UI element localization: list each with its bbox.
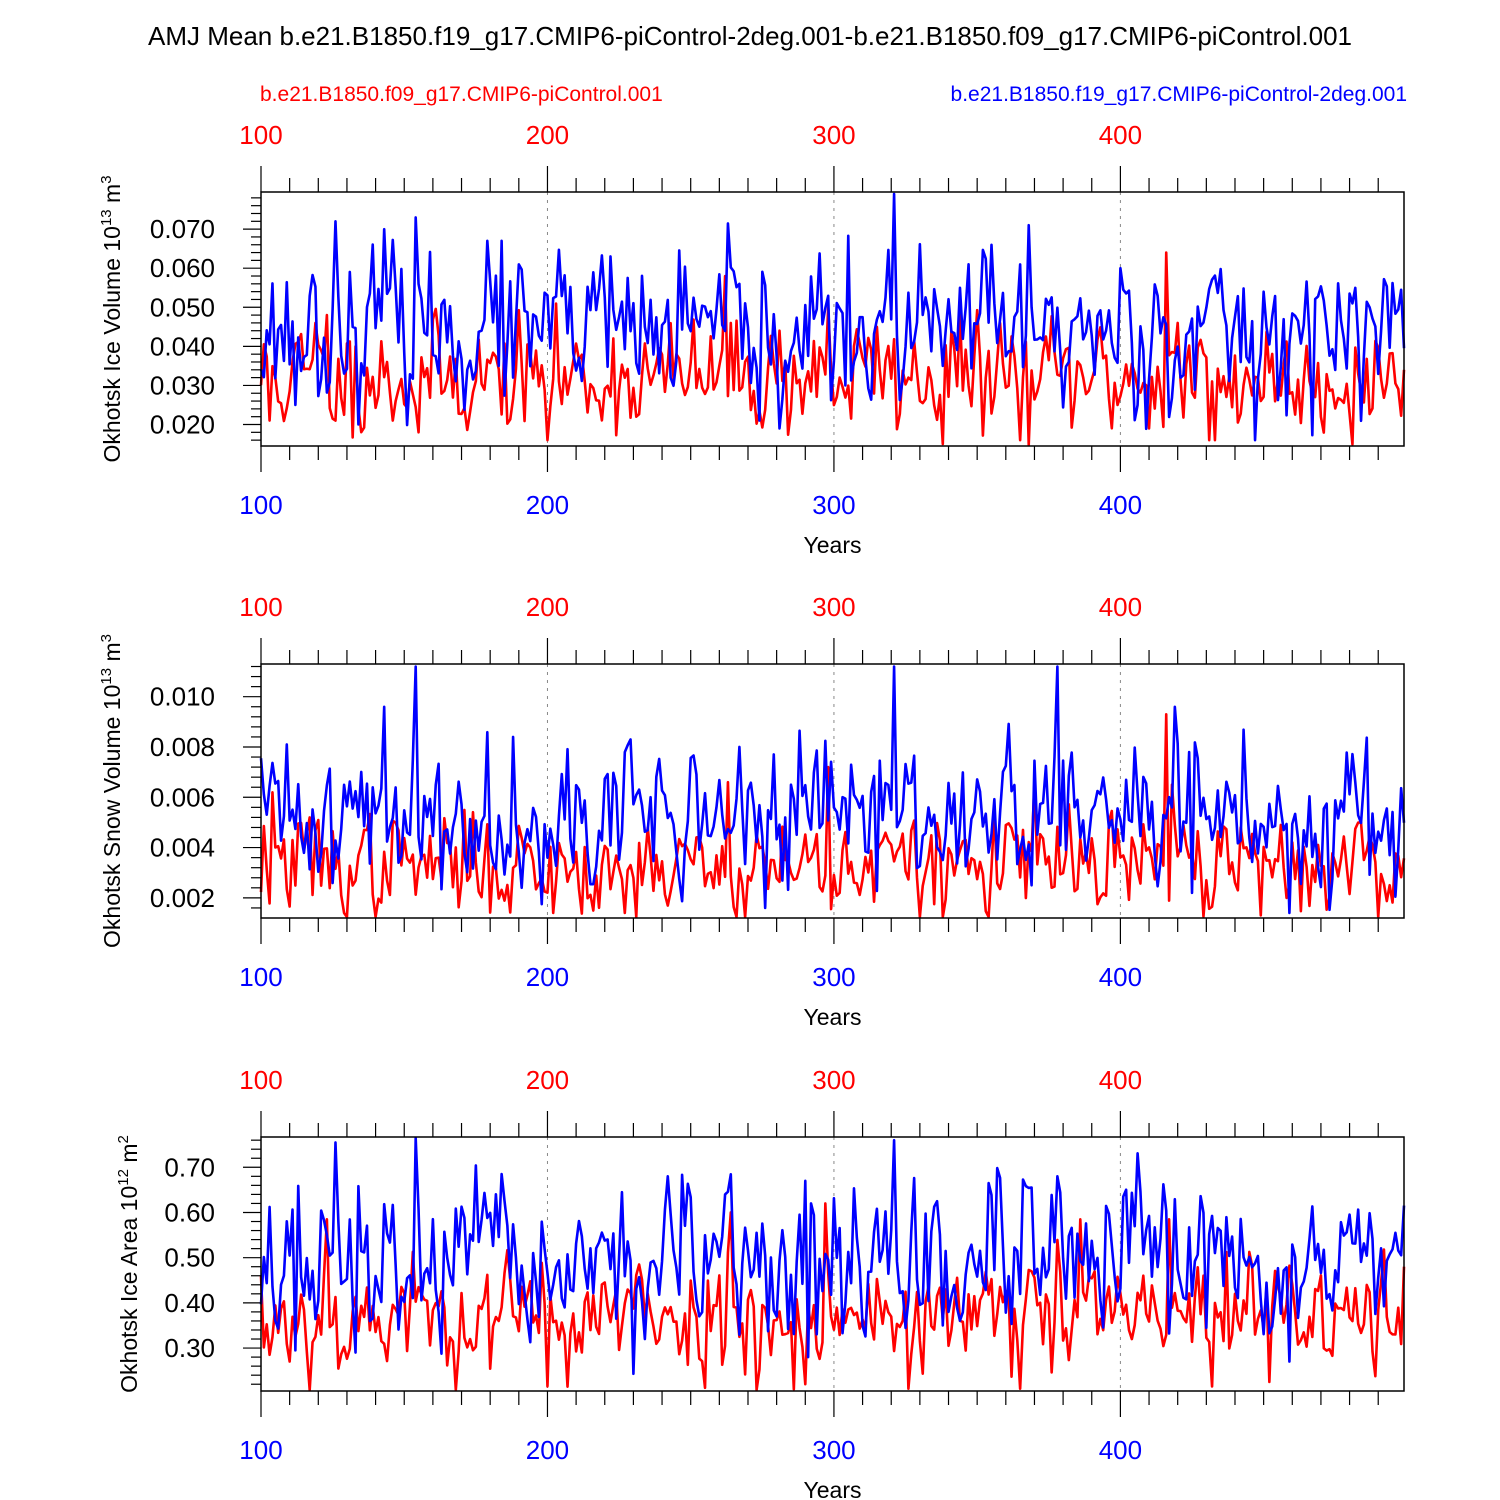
y-tick-label: 0.002: [150, 883, 215, 913]
x-axis-label: Years: [804, 532, 862, 558]
y-axis-label: Okhotsk Snow Volume 1013 m3: [98, 634, 125, 948]
plot-frame: [260, 191, 1405, 447]
x-tick-label-top: 400: [1099, 1065, 1142, 1095]
x-tick-label-top: 200: [526, 1065, 569, 1095]
x-tick-label-bottom: 200: [526, 1435, 569, 1465]
x-tick-label-bottom: 100: [239, 962, 282, 992]
x-tick-label-top: 100: [239, 120, 282, 150]
chart-snow-volume: 100 100 200 200 300 300 400 400 Years 0.002 0.004 0…: [98, 592, 1406, 1030]
x-axis-label: Years: [804, 1477, 862, 1500]
x-tick-label-bottom: 100: [239, 1435, 282, 1465]
x-tick-label-top: 400: [1099, 592, 1142, 622]
y-tick-label: 0.020: [150, 410, 215, 440]
x-tick-label-bottom: 200: [526, 490, 569, 520]
x-axis-label: Years: [804, 1004, 862, 1030]
y-axis-label: Okhotsk Ice Area 1012 m2: [115, 1135, 142, 1393]
chart-ice-volume: 100 100 200 200 300 300 400 400 Years 0.020 0.030 0…: [98, 120, 1406, 558]
chart-panels: 100 100 200 200 300 300 400 400 Years 0.020 0.030 0…: [98, 120, 1406, 1500]
x-tick-label-top: 100: [239, 1065, 282, 1095]
figure-title: AMJ Mean b.e21.B1850.f19_g17.CMIP6-piCon…: [148, 21, 1352, 51]
y-tick-label: 0.008: [150, 732, 215, 762]
x-tick-label-top: 300: [812, 592, 855, 622]
series-line-red: [259, 712, 1406, 919]
x-tick-label-bottom: 300: [812, 962, 855, 992]
y-tick-label: 0.030: [150, 370, 215, 400]
plot-frame: [260, 1136, 1405, 1392]
y-tick-label: 0.006: [150, 782, 215, 812]
x-tick-label-bottom: 100: [239, 490, 282, 520]
series-line-red: [259, 1202, 1406, 1392]
x-tick-label-top: 200: [526, 592, 569, 622]
plot-frame: [260, 663, 1405, 919]
y-axis-label: Okhotsk Ice Volume 1013 m3: [98, 175, 125, 462]
x-tick-label-top: 100: [239, 592, 282, 622]
y-tick-label: 0.050: [150, 292, 215, 322]
y-tick-label: 0.060: [150, 253, 215, 283]
y-tick-label: 0.30: [164, 1333, 215, 1363]
series-line-blue: [259, 665, 1406, 915]
x-tick-label-top: 300: [812, 120, 855, 150]
legend-blue-label: b.e21.B1850.f19_g17.CMIP6-piControl-2deg…: [951, 83, 1407, 106]
x-tick-label-bottom: 400: [1099, 490, 1142, 520]
x-tick-label-bottom: 400: [1099, 962, 1142, 992]
x-tick-label-top: 400: [1099, 120, 1142, 150]
legend-red-label: b.e21.B1850.f09_g17.CMIP6-piControl.001: [260, 83, 663, 106]
y-tick-label: 0.040: [150, 331, 215, 361]
series-line-blue: [259, 1136, 1406, 1376]
y-tick-label: 0.070: [150, 214, 215, 244]
y-tick-label: 0.010: [150, 682, 215, 712]
series-line-blue: [259, 192, 1406, 442]
x-tick-label-bottom: 200: [526, 962, 569, 992]
x-tick-label-bottom: 400: [1099, 1435, 1142, 1465]
x-tick-label-bottom: 300: [812, 490, 855, 520]
y-tick-label: 0.40: [164, 1288, 215, 1318]
x-tick-label-top: 300: [812, 1065, 855, 1095]
chart-ice-area: 100 100 200 200 300 300 400 400 Years 0.30 0.40 0.5…: [115, 1065, 1406, 1500]
y-tick-label: 0.70: [164, 1152, 215, 1182]
x-tick-label-top: 200: [526, 120, 569, 150]
y-tick-label: 0.004: [150, 833, 215, 863]
x-tick-label-bottom: 300: [812, 1435, 855, 1465]
y-tick-label: 0.50: [164, 1243, 215, 1273]
y-tick-label: 0.60: [164, 1197, 215, 1227]
